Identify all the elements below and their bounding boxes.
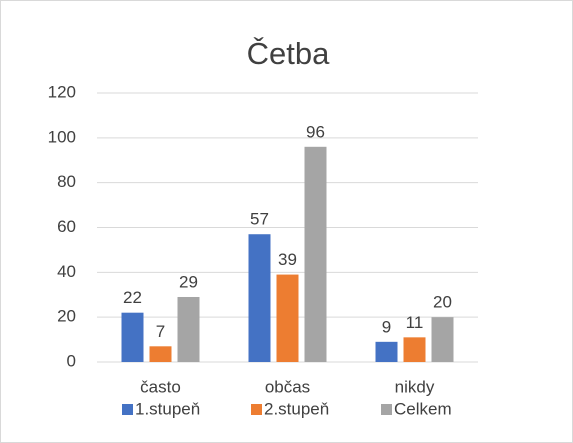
y-tick-label: 40: [57, 262, 76, 281]
legend-label: 1.stupeň: [135, 399, 200, 418]
legend-swatch: [381, 404, 392, 415]
data-label: 9: [382, 317, 391, 336]
y-tick-label: 0: [67, 351, 76, 370]
data-label: 7: [156, 322, 165, 341]
legend-swatch: [122, 404, 133, 415]
bar: [149, 346, 172, 362]
bar: [304, 146, 327, 362]
data-label: 29: [179, 272, 198, 291]
x-tick-label: často: [140, 377, 181, 396]
data-label: 96: [306, 122, 325, 141]
legend-label: 2.stupeň: [264, 399, 329, 418]
x-tick-label: nikdy: [395, 377, 435, 396]
y-tick-label: 120: [48, 82, 76, 101]
bar: [276, 274, 299, 362]
x-tick-label: občas: [265, 377, 310, 396]
legend-label: Celkem: [394, 399, 452, 418]
bar: [375, 341, 398, 362]
y-tick-label: 100: [48, 127, 76, 146]
chart-title: Četba: [247, 36, 330, 71]
legend-swatch: [251, 404, 262, 415]
y-tick-label: 60: [57, 217, 76, 236]
data-label: 39: [278, 250, 297, 269]
data-label: 57: [250, 210, 269, 229]
data-label: 22: [123, 288, 142, 307]
bar: [177, 296, 200, 362]
bar: [403, 337, 426, 362]
y-tick-label: 80: [57, 172, 76, 191]
data-label: 20: [433, 293, 452, 312]
bar: [431, 317, 454, 362]
y-tick-label: 20: [57, 307, 76, 326]
bar: [248, 234, 271, 362]
bar: [121, 312, 144, 362]
data-label: 11: [406, 313, 424, 332]
